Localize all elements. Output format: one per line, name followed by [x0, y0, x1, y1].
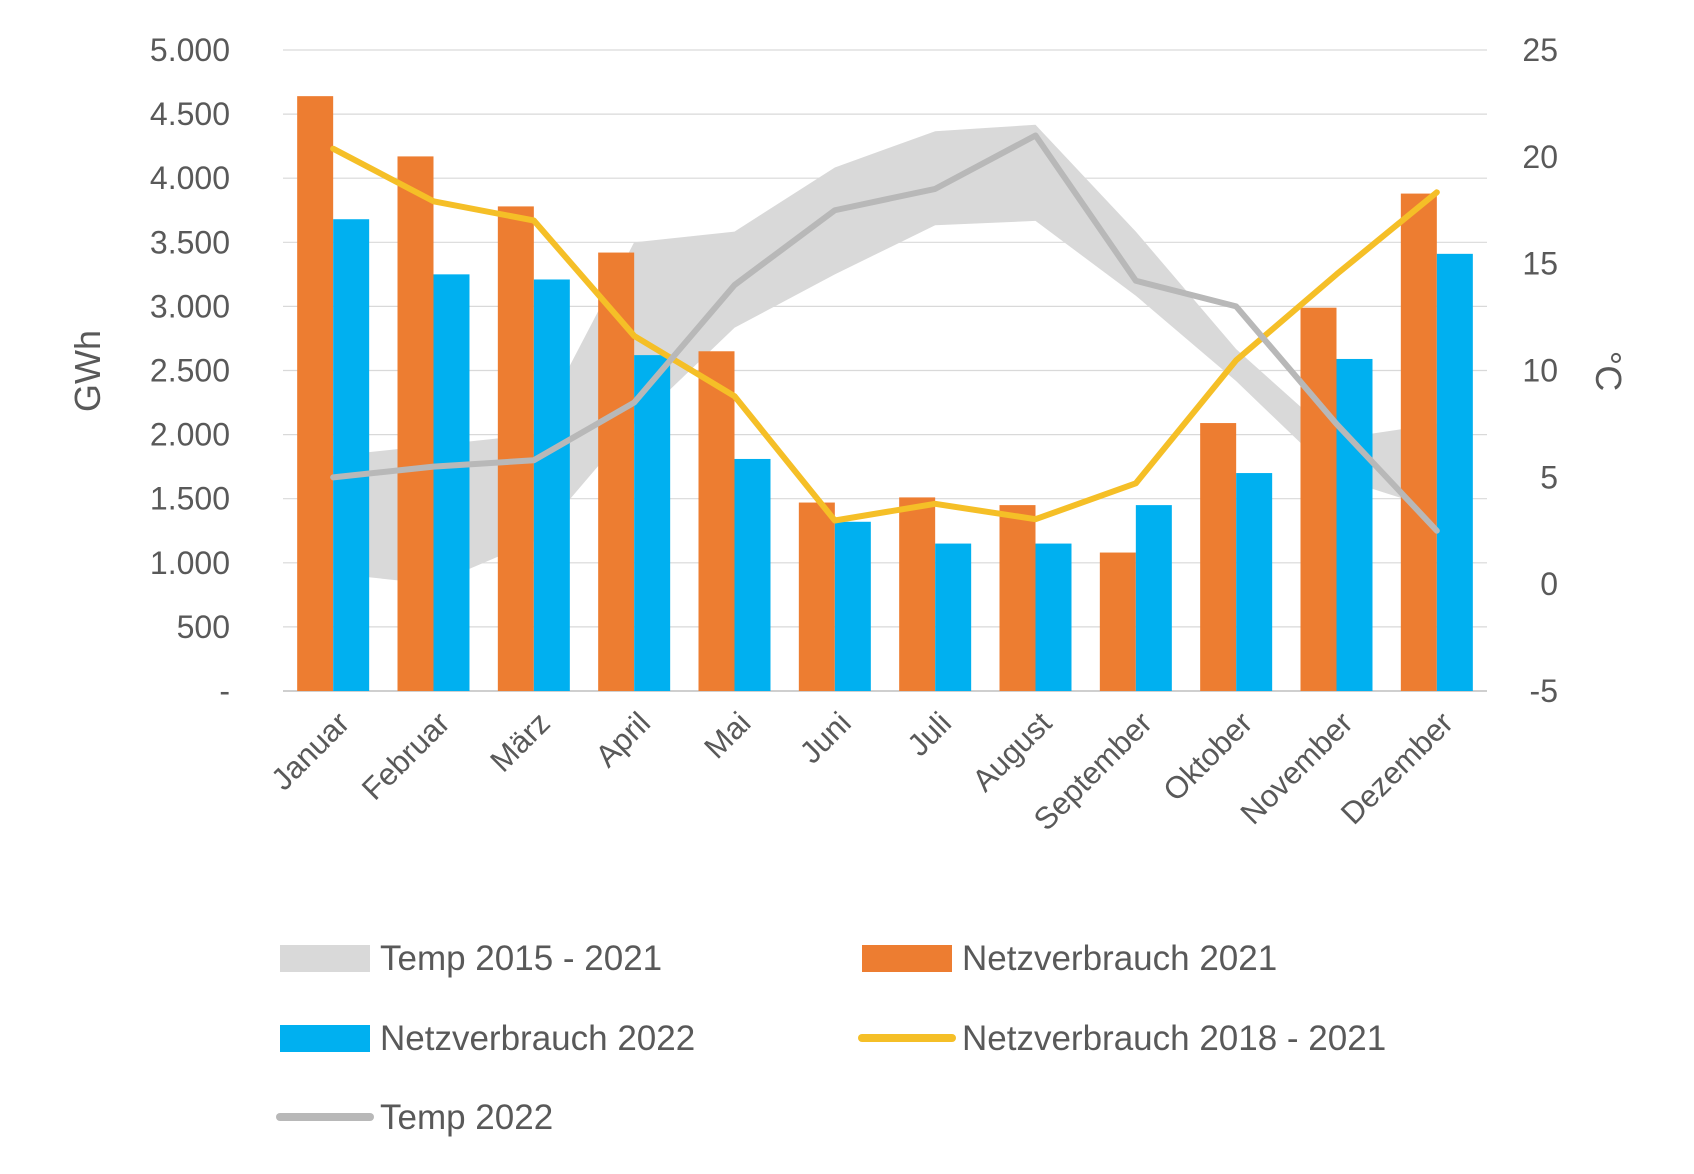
- y-left-tick-label: 5.000: [150, 32, 230, 68]
- x-category-label: Oktober: [1156, 705, 1259, 808]
- y-right-tick-label: 20: [1522, 139, 1558, 175]
- y-right-axis-title: °C: [1588, 351, 1629, 391]
- legend-swatch-netzverbrauch-2022: [280, 1025, 370, 1052]
- bar-netzverbrauch-2021-6: [899, 497, 936, 691]
- y-left-tick-label: 3.500: [150, 224, 230, 260]
- bar-netzverbrauch-2021-1: [397, 156, 434, 691]
- bar-netzverbrauch-2022-1: [433, 274, 470, 691]
- bar-netzverbrauch-2021-2: [497, 206, 534, 692]
- bar-netzverbrauch-2022-10: [1336, 358, 1373, 691]
- y-right-tick-label: 15: [1522, 246, 1558, 282]
- y-left-tick-label: 3.000: [150, 288, 230, 324]
- bar-netzverbrauch-2021-8: [1099, 552, 1136, 691]
- y-right-tick-label: 25: [1522, 32, 1558, 68]
- legend-label-netzverbrauch-2018-2021: Netzverbrauch 2018 - 2021: [962, 1019, 1386, 1058]
- x-category-label: Januar: [264, 705, 356, 797]
- y-left-tick-label: 1.000: [150, 545, 230, 581]
- bar-netzverbrauch-2022-8: [1135, 505, 1172, 691]
- bar-netzverbrauch-2022-0: [333, 219, 370, 691]
- bar-netzverbrauch-2021-5: [798, 502, 835, 691]
- y-left-tick-label: -: [219, 673, 230, 709]
- legend: Temp 2015 - 2021 Netzverbrauch 2021 Netzve…: [276, 939, 1386, 1137]
- legend-label-netzverbrauch-2021: Netzverbrauch 2021: [962, 939, 1277, 978]
- bar-netzverbrauch-2021-9: [1200, 423, 1237, 691]
- y-right-tick-label: -5: [1530, 673, 1558, 709]
- x-category-label: Februar: [355, 705, 457, 807]
- bar-netzverbrauch-2022-11: [1436, 253, 1473, 691]
- y-left-axis-title: GWh: [67, 330, 108, 412]
- x-category-label: Mai: [697, 705, 757, 765]
- bar-netzverbrauch-2022-6: [935, 543, 972, 691]
- bar-netzverbrauch-2022-7: [1035, 543, 1072, 691]
- line-temp-2022: [330, 132, 1440, 534]
- x-category-label: Juli: [900, 705, 958, 763]
- bars: [297, 96, 1473, 692]
- line-netzverbrauch-2018-2021: [330, 145, 1440, 524]
- y-left-tick-label: 2.500: [150, 353, 230, 389]
- bar-netzverbrauch-2022-4: [734, 458, 771, 691]
- y-left-tick-label: 2.000: [150, 417, 230, 453]
- legend-label-netzverbrauch-2022: Netzverbrauch 2022: [380, 1019, 695, 1058]
- x-category-label: April: [589, 705, 658, 774]
- x-category-label: August: [965, 705, 1058, 798]
- y-left-tick-label: 1.500: [150, 481, 230, 517]
- bar-netzverbrauch-2021-0: [297, 96, 334, 692]
- bar-netzverbrauch-2022-9: [1236, 473, 1273, 691]
- bar-netzverbrauch-2022-2: [533, 279, 570, 691]
- legend-swatch-netzverbrauch-2021: [862, 945, 952, 972]
- bar-netzverbrauch-2021-4: [698, 351, 735, 691]
- legend-label-temp-2015-2021: Temp 2015 - 2021: [380, 939, 662, 978]
- y-left-tick-label: 4.500: [150, 96, 230, 132]
- y-right-tick-label: 5: [1540, 459, 1558, 495]
- bar-netzverbrauch-2022-5: [834, 521, 871, 691]
- bar-netzverbrauch-2022-3: [634, 355, 671, 691]
- y-left-tick-label: 4.000: [150, 160, 230, 196]
- legend-label-temp-2022: Temp 2022: [380, 1098, 553, 1137]
- x-category-label: März: [483, 705, 556, 778]
- y-right-tick-label: 0: [1540, 566, 1558, 602]
- bar-netzverbrauch-2021-11: [1400, 193, 1437, 692]
- legend-swatch-temp-2015-2021: [280, 945, 370, 972]
- y-right-tick-label: 10: [1522, 353, 1558, 389]
- y-left-tick-label: 500: [177, 609, 230, 645]
- bar-netzverbrauch-2021-10: [1300, 307, 1337, 691]
- bar-netzverbrauch-2021-7: [999, 505, 1036, 691]
- x-category-label: Juni: [793, 705, 858, 770]
